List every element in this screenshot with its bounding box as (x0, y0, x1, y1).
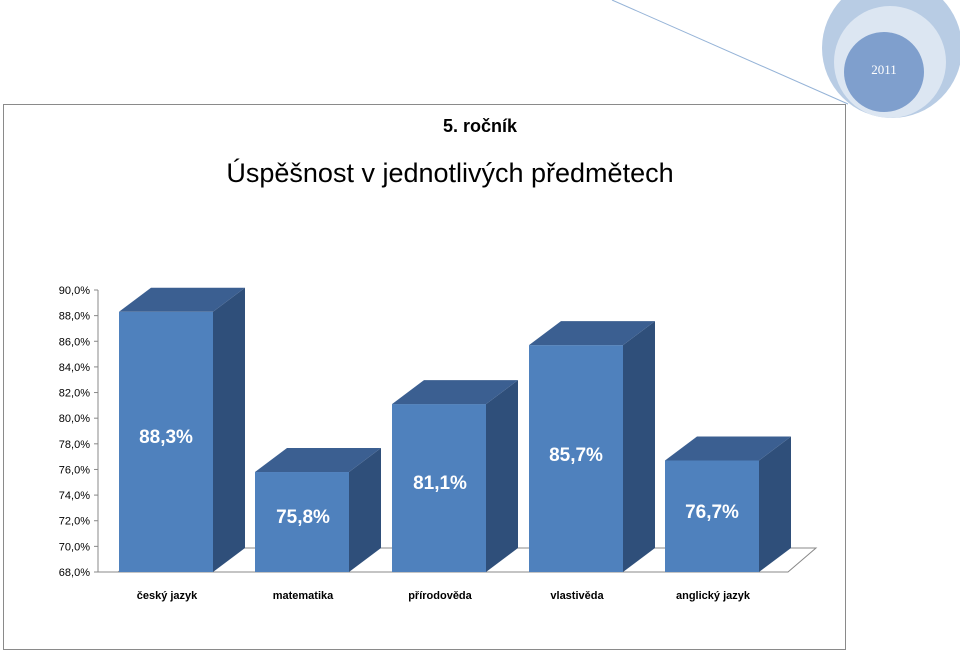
y-tick-label: 78,0% (59, 439, 90, 451)
category-label: vlastivěda (550, 590, 604, 602)
bar-top (119, 287, 245, 312)
data-label: 76,7% (685, 502, 739, 523)
bar-top (529, 321, 655, 346)
year-badge: 2011 (871, 62, 897, 77)
bar-side (486, 380, 518, 572)
category-label: český jazyk (137, 590, 198, 602)
bar-top (392, 380, 518, 405)
bar-front (392, 404, 486, 572)
grade-label: 5. ročník (442, 116, 518, 136)
bar-top (665, 436, 791, 461)
bar-front (119, 311, 213, 572)
bar-side (213, 287, 245, 572)
y-tick-label: 84,0% (59, 362, 90, 374)
category-label: matematika (273, 590, 334, 602)
bar-front (529, 345, 623, 572)
category-label: anglický jazyk (676, 590, 751, 602)
y-tick-label: 72,0% (59, 516, 90, 528)
y-tick-label: 90,0% (59, 285, 90, 297)
data-label: 75,8% (276, 507, 330, 528)
data-label: 85,7% (549, 445, 603, 466)
y-tick-label: 86,0% (59, 336, 90, 348)
y-tick-label: 68,0% (59, 567, 90, 579)
bar-side (623, 321, 655, 572)
bar-side (759, 436, 791, 572)
chart-title: Úspěšnost v jednotlivých předmětech (226, 158, 674, 188)
decor-line (611, 0, 849, 105)
y-tick-label: 80,0% (59, 413, 90, 425)
y-tick-label: 76,0% (59, 464, 90, 476)
y-tick-label: 70,0% (59, 541, 90, 553)
bar-top (255, 448, 381, 473)
y-tick-label: 82,0% (59, 388, 90, 400)
bar-side (349, 448, 381, 572)
y-tick-label: 74,0% (59, 490, 90, 502)
bar-front (255, 472, 349, 572)
category-label: přírodověda (408, 590, 472, 602)
y-tick-label: 88,0% (59, 311, 90, 323)
bar-front (665, 460, 759, 572)
data-label: 81,1% (413, 473, 467, 494)
data-label: 88,3% (139, 427, 193, 448)
decor-circle-inner (844, 32, 924, 112)
